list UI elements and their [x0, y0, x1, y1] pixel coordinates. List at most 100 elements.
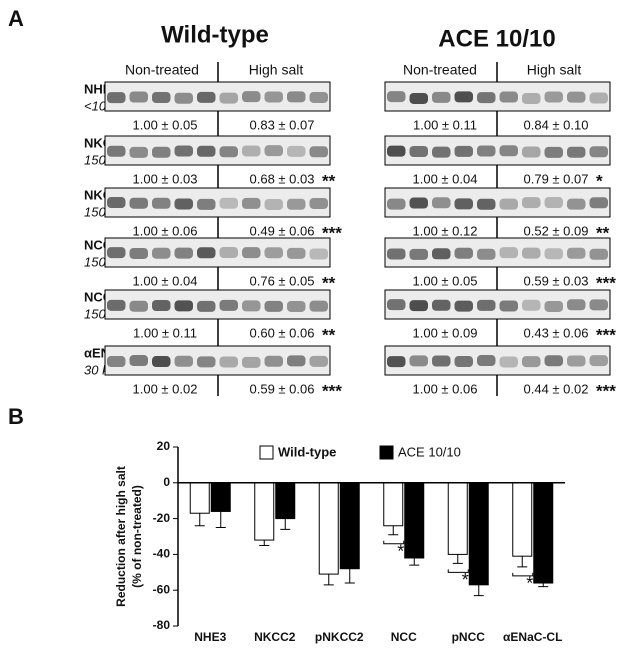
bar — [189, 482, 210, 514]
column-header: High salt — [527, 62, 582, 78]
quant-value: 1.00 ± 0.11 — [133, 325, 197, 340]
blot-band — [242, 300, 261, 312]
significance: *** — [322, 381, 342, 400]
significance: * — [397, 541, 404, 561]
blot-band — [242, 91, 261, 103]
y-tick-label: -40 — [153, 547, 171, 561]
error-bar — [473, 584, 484, 597]
error-bar — [409, 557, 420, 566]
error-bar — [259, 540, 270, 546]
blot-band — [129, 355, 148, 367]
bar — [404, 482, 425, 559]
blot-band — [522, 356, 541, 368]
blot-band — [477, 145, 496, 157]
blot-band — [477, 355, 496, 367]
blot-band — [409, 92, 428, 104]
blot-band — [544, 197, 563, 209]
blot-band — [589, 92, 608, 104]
bar — [210, 482, 231, 512]
error-bar — [517, 556, 528, 568]
blot-band — [287, 91, 306, 103]
legend-swatch — [259, 445, 274, 460]
blot-band — [107, 247, 126, 259]
quant-value: 1.00 ± 0.05 — [413, 273, 478, 288]
blot-band — [522, 299, 541, 311]
blot-band — [264, 247, 283, 259]
blot-band — [567, 146, 586, 158]
blot-band — [309, 300, 328, 312]
blot-band — [567, 91, 586, 103]
blot-band — [219, 146, 238, 158]
error-bar — [344, 568, 355, 584]
blot-band — [152, 299, 171, 311]
blot-band — [589, 299, 608, 311]
blot-band — [522, 197, 541, 209]
blot-band — [174, 145, 193, 157]
quant-value: 1.00 ± 0.04 — [133, 273, 198, 288]
blot-band — [287, 247, 306, 259]
blot-band — [499, 356, 518, 368]
blot-band — [589, 248, 608, 260]
bar — [275, 482, 296, 520]
blot-band — [107, 197, 126, 209]
blot-band — [409, 300, 428, 312]
bar — [339, 482, 360, 570]
blot-band — [477, 299, 496, 311]
blot-band — [129, 300, 148, 312]
significance: *** — [596, 273, 616, 292]
blot-band — [129, 91, 148, 103]
blot-band — [197, 300, 216, 312]
blot-band — [544, 355, 563, 367]
blot-band — [197, 91, 216, 103]
blot-band — [387, 91, 406, 103]
legend-label: ACE 10/10 — [398, 444, 461, 459]
error-bar — [538, 583, 549, 588]
column-header: High salt — [249, 62, 304, 78]
blot-band — [409, 197, 428, 209]
blot-band — [242, 247, 261, 259]
blot-band — [264, 91, 283, 103]
x-tick-label: pNKCC2 — [315, 630, 364, 644]
blot-band — [219, 299, 238, 311]
significance: *** — [596, 325, 616, 344]
group-title: Wild-type — [161, 21, 269, 48]
y-tick-label: 0 — [163, 475, 170, 489]
blot-band — [309, 197, 328, 209]
group-title: ACE 10/10 — [438, 25, 555, 52]
quant-value: 0.59 ± 0.06 — [250, 381, 315, 396]
blot-band — [264, 145, 283, 157]
blot-band — [432, 299, 451, 311]
significance: *** — [596, 381, 616, 400]
blot-band — [387, 145, 406, 157]
blot-band — [107, 145, 126, 157]
blot-band — [499, 247, 518, 259]
blot-band — [387, 248, 406, 260]
blot-band — [287, 300, 306, 312]
blot-band — [309, 355, 328, 367]
blot-band — [567, 299, 586, 311]
y-axis-label: Reduction after high salt — [114, 466, 128, 607]
significance: ** — [322, 273, 336, 292]
blot-band — [152, 197, 171, 209]
blot-band — [454, 356, 473, 368]
significance: * — [526, 574, 533, 594]
blot-band — [264, 198, 283, 210]
quant-value: 1.00 ± 0.02 — [133, 381, 198, 396]
blot-band — [174, 355, 193, 367]
blot-band — [219, 247, 238, 259]
blot-band — [477, 92, 496, 104]
blot-band — [499, 145, 518, 157]
blot-band — [129, 247, 148, 259]
bar — [383, 482, 404, 527]
blot-band — [107, 356, 126, 368]
significance-bracket — [512, 572, 534, 577]
blot-band — [454, 91, 473, 103]
blot-band — [499, 91, 518, 103]
blot-band — [197, 247, 216, 259]
blot-band — [219, 92, 238, 104]
blot-band — [197, 356, 216, 368]
y-tick-label: -20 — [153, 511, 171, 525]
legend-swatch — [379, 445, 394, 460]
error-bar — [452, 554, 463, 564]
